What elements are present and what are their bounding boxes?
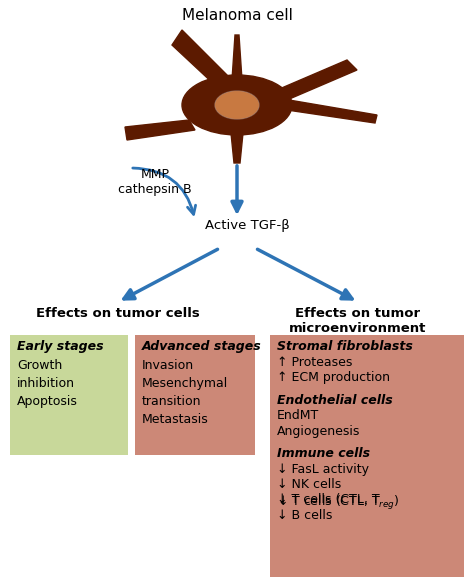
Polygon shape: [232, 35, 242, 80]
Text: Early stages: Early stages: [17, 340, 104, 353]
Polygon shape: [125, 120, 195, 140]
FancyBboxPatch shape: [270, 335, 464, 577]
Polygon shape: [172, 30, 232, 87]
Text: ↑ Proteases: ↑ Proteases: [277, 356, 352, 369]
Text: ↓ NK cells: ↓ NK cells: [277, 478, 341, 491]
Polygon shape: [231, 133, 243, 163]
Text: Effects on tumor
microenvironment: Effects on tumor microenvironment: [289, 307, 427, 335]
Text: Stromal fibroblasts: Stromal fibroblasts: [277, 340, 413, 353]
Text: Endothelial cells: Endothelial cells: [277, 393, 393, 407]
Text: EndMT: EndMT: [277, 409, 319, 422]
Text: Active TGF-β: Active TGF-β: [205, 220, 290, 232]
Ellipse shape: [215, 91, 259, 119]
Text: ↓ T cells (CTL, T: ↓ T cells (CTL, T: [277, 494, 380, 507]
Text: Immune cells: Immune cells: [277, 447, 370, 460]
Text: Melanoma cell: Melanoma cell: [182, 8, 292, 23]
Text: ↑ ECM production: ↑ ECM production: [277, 371, 390, 384]
Polygon shape: [287, 100, 377, 123]
FancyBboxPatch shape: [135, 335, 255, 455]
Text: ↓ FasL activity: ↓ FasL activity: [277, 463, 369, 475]
FancyBboxPatch shape: [10, 335, 128, 455]
Text: ↓ T cells (CTL, T$_{reg}$): ↓ T cells (CTL, T$_{reg}$): [277, 494, 400, 511]
Text: ↓ B cells: ↓ B cells: [277, 509, 332, 522]
Text: Angiogenesis: Angiogenesis: [277, 424, 360, 437]
Text: MMP
cathepsin B: MMP cathepsin B: [118, 168, 192, 196]
Ellipse shape: [216, 92, 258, 118]
Text: Advanced stages: Advanced stages: [142, 340, 262, 353]
Polygon shape: [277, 60, 357, 100]
Text: Effects on tumor cells: Effects on tumor cells: [36, 307, 200, 320]
Text: Invasion
Mesenchymal
transition
Metastasis: Invasion Mesenchymal transition Metastas…: [142, 359, 228, 426]
Ellipse shape: [216, 92, 258, 118]
Text: Growth
inhibition
Apoptosis: Growth inhibition Apoptosis: [17, 359, 78, 408]
Text: ↓ T cells (CTL, T₀₁₂): ↓ T cells (CTL, T₀₁₂): [277, 494, 400, 507]
Ellipse shape: [182, 75, 292, 135]
